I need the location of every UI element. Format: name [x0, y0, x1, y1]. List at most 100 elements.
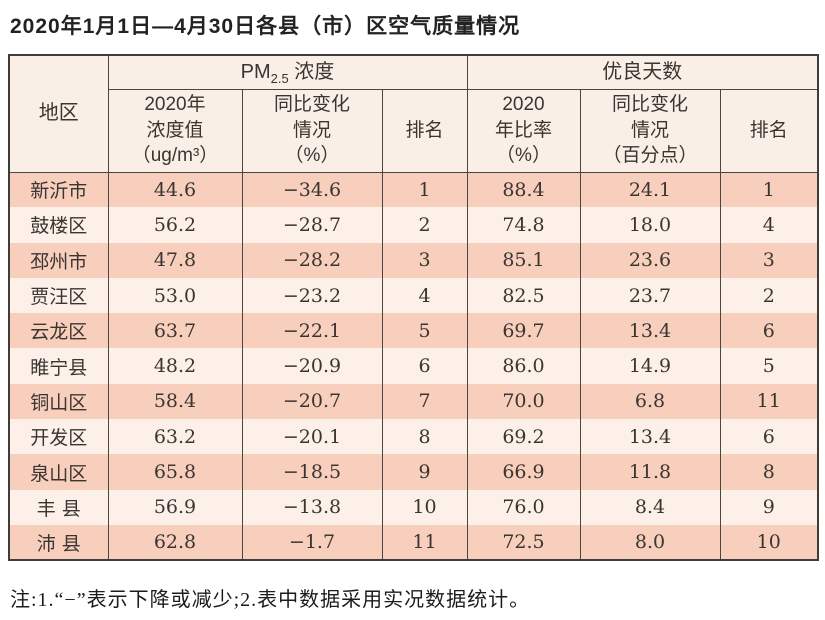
region-cell: 云龙区: [8, 313, 108, 349]
pm-change-cell: −1.7: [241, 524, 382, 561]
ratio-rank-cell: 10: [719, 524, 819, 561]
pm-value-cell: 63.2: [107, 419, 242, 455]
ratio-value-cell: 86.0: [466, 348, 580, 384]
ratio-change-cell: 23.6: [579, 242, 720, 278]
ratio-change-cell: 23.7: [579, 277, 720, 314]
ratio-value-cell: 76.0: [466, 489, 580, 525]
region-cell: 沛 县: [8, 524, 108, 561]
ratio-rank-cell: 2: [719, 277, 819, 314]
ratio-rank-cell: 5: [719, 348, 819, 384]
header-ratio-change: 同比变化 情况 （百分点）: [579, 89, 720, 173]
ratio-value-cell: 69.7: [466, 313, 580, 349]
region-cell: 开发区: [8, 419, 108, 455]
header-pm-change: 同比变化 情况 （%）: [241, 89, 382, 173]
region-cell: 铜山区: [8, 383, 108, 420]
pm-value-cell: 62.8: [107, 524, 242, 561]
pm-change-cell: −20.9: [241, 348, 382, 384]
ratio-change-cell: 8.0: [579, 524, 720, 561]
table-row: 泉山区 65.8 −18.5 9 66.9 11.8 8: [8, 454, 819, 490]
ratio-rank-cell: 4: [719, 207, 819, 243]
header-sub-row: 2020年 浓度值 （ug/m³） 同比变化 情况 （%） 排名 2020 年比…: [9, 89, 819, 173]
table-row: 沛 县 62.8 −1.7 11 72.5 8.0 10: [8, 524, 819, 561]
ratio-value-cell: 70.0: [466, 383, 580, 420]
pm-rank-cell: 9: [381, 454, 467, 490]
pm-rank-cell: 1: [381, 172, 467, 208]
header-pm-value: 2020年 浓度值 （ug/m³）: [107, 89, 242, 173]
header-group-row: 地区 PM2.5 浓度 优良天数: [8, 55, 819, 173]
pm-rank-cell: 7: [381, 383, 467, 420]
ratio-change-cell: 18.0: [579, 207, 720, 243]
ratio-change-cell: 13.4: [579, 419, 720, 455]
table-row: 睢宁县 48.2 −20.9 6 86.0 14.9 5: [8, 348, 819, 384]
pm-change-cell: −20.1: [241, 419, 382, 455]
table-row: 开发区 63.2 −20.1 8 69.2 13.4 6: [8, 419, 819, 455]
pm-value-cell: 48.2: [107, 348, 242, 384]
pm-change-cell: −34.6: [241, 172, 382, 208]
ratio-rank-cell: 9: [719, 489, 819, 525]
region-cell: 睢宁县: [8, 348, 108, 384]
ratio-change-cell: 11.8: [579, 454, 720, 490]
pm25-label-subscript: 2.5: [270, 70, 289, 86]
ratio-value-cell: 69.2: [466, 419, 580, 455]
ratio-change-cell: 6.8: [579, 383, 720, 420]
header-group-good-days: 优良天数: [466, 55, 819, 90]
pm-change-cell: −28.2: [241, 242, 382, 278]
pm-change-cell: −18.5: [241, 454, 382, 490]
pm-rank-cell: 10: [381, 489, 467, 525]
ratio-value-cell: 82.5: [466, 277, 580, 314]
pm-rank-cell: 3: [381, 242, 467, 278]
ratio-value-cell: 85.1: [466, 242, 580, 278]
region-cell: 鼓楼区: [8, 207, 108, 243]
ratio-value-cell: 88.4: [466, 172, 580, 208]
ratio-value-cell: 66.9: [466, 454, 580, 490]
ratio-change-cell: 13.4: [579, 313, 720, 349]
header-ratio-value: 2020 年比率 （%）: [466, 89, 580, 173]
pm-value-cell: 56.9: [107, 489, 242, 525]
ratio-rank-cell: 8: [719, 454, 819, 490]
table-row: 新沂市 44.6 −34.6 1 88.4 24.1 1: [8, 172, 819, 208]
pm-change-cell: −13.8: [241, 489, 382, 525]
region-cell: 丰 县: [8, 489, 108, 525]
pm-change-cell: −22.1: [241, 313, 382, 349]
pm-value-cell: 58.4: [107, 383, 242, 420]
page-title: 2020年1月1日—4月30日各县（市）区空气质量情况: [10, 15, 521, 38]
pm-value-cell: 63.7: [107, 313, 242, 349]
pm25-label-prefix: PM: [240, 60, 271, 83]
pm-rank-cell: 2: [381, 207, 467, 243]
header-pm-rank: 排名: [381, 89, 467, 173]
ratio-rank-cell: 6: [719, 419, 819, 455]
ratio-value-cell: 74.8: [466, 207, 580, 243]
region-cell: 泉山区: [8, 454, 108, 490]
header-group-pm25: PM2.5 浓度: [107, 55, 467, 90]
ratio-rank-cell: 3: [719, 242, 819, 278]
table-body: 新沂市 44.6 −34.6 1 88.4 24.1 1 鼓楼区 56.2 −2…: [8, 172, 819, 561]
pm-rank-cell: 5: [381, 313, 467, 349]
table-row: 丰 县 56.9 −13.8 10 76.0 8.4 9: [8, 489, 819, 525]
ratio-rank-cell: 6: [719, 313, 819, 349]
region-cell: 新沂市: [8, 172, 108, 208]
ratio-value-cell: 72.5: [466, 524, 580, 561]
pm-change-cell: −23.2: [241, 277, 382, 314]
pm-rank-cell: 4: [381, 277, 467, 314]
pm-value-cell: 65.8: [107, 454, 242, 490]
region-cell: 贾汪区: [8, 277, 108, 314]
table-row: 云龙区 63.7 −22.1 5 69.7 13.4 6: [8, 313, 819, 349]
table-row: 贾汪区 53.0 −23.2 4 82.5 23.7 2: [8, 277, 819, 314]
pm-value-cell: 53.0: [107, 277, 242, 314]
footnote: 注:1.“−”表示下降或减少;2.表中数据采用实况数据统计。: [10, 589, 531, 612]
pm-rank-cell: 8: [381, 419, 467, 455]
ratio-change-cell: 14.9: [579, 348, 720, 384]
pm-change-cell: −28.7: [241, 207, 382, 243]
table-row: 邳州市 47.8 −28.2 3 85.1 23.6 3: [8, 242, 819, 278]
pm25-label-suffix: 浓度: [288, 60, 335, 83]
table-row: 铜山区 58.4 −20.7 7 70.0 6.8 11: [8, 383, 819, 420]
header-region: 地区: [8, 55, 108, 173]
region-cell: 邳州市: [8, 242, 108, 278]
pm-value-cell: 44.6: [107, 172, 242, 208]
pm-value-cell: 47.8: [107, 242, 242, 278]
pm-rank-cell: 6: [381, 348, 467, 384]
table-row: 鼓楼区 56.2 −28.7 2 74.8 18.0 4: [8, 207, 819, 243]
ratio-rank-cell: 1: [719, 172, 819, 208]
air-quality-table: 地区 PM2.5 浓度 优良天数 2020年 浓度值 （ug/m³） 同比变化 …: [8, 54, 820, 562]
